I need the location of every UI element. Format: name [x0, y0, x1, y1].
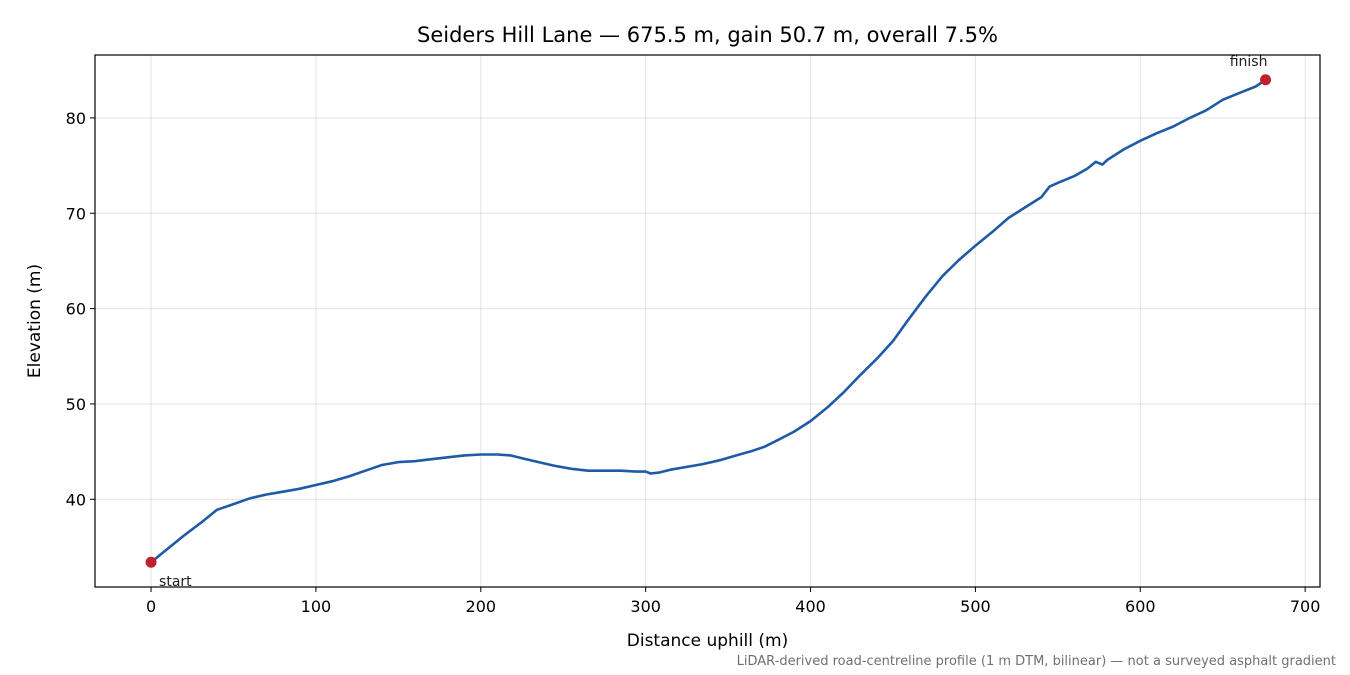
y-tick-label: 80	[66, 109, 86, 128]
x-axis: 0 100 200 300 400 500 600 700	[146, 587, 1320, 616]
y-axis: 40 50 60 70 80	[66, 109, 95, 509]
y-tick-label: 70	[66, 204, 86, 223]
y-axis-label: Elevation (m)	[25, 264, 45, 378]
footnote: LiDAR-derived road-centreline profile (1…	[737, 654, 1336, 669]
start-annotation: start	[159, 574, 192, 590]
x-tick-label: 400	[795, 597, 826, 616]
endpoint-markers: start finish	[145, 54, 1272, 590]
x-tick-label: 500	[960, 597, 991, 616]
series-layer	[149, 78, 1267, 564]
start-marker	[145, 556, 157, 568]
y-tick-label: 50	[66, 395, 86, 414]
x-tick-label: 600	[1125, 597, 1156, 616]
finish-marker	[1260, 74, 1272, 86]
chart-title: Seiders Hill Lane — 675.5 m, gain 50.7 m…	[417, 23, 998, 47]
y-tick-label: 60	[66, 300, 86, 319]
plot-area	[94, 54, 1321, 588]
y-tick-label: 40	[66, 490, 86, 509]
x-tick-label: 700	[1290, 597, 1321, 616]
x-tick-label: 300	[630, 597, 661, 616]
elevation-line	[149, 78, 1267, 564]
finish-annotation: finish	[1230, 54, 1268, 70]
x-tick-label: 100	[301, 597, 332, 616]
grid	[95, 55, 1320, 587]
x-tick-label: 0	[146, 597, 156, 616]
x-tick-label: 200	[466, 597, 497, 616]
x-axis-label: Distance uphill (m)	[627, 631, 788, 651]
